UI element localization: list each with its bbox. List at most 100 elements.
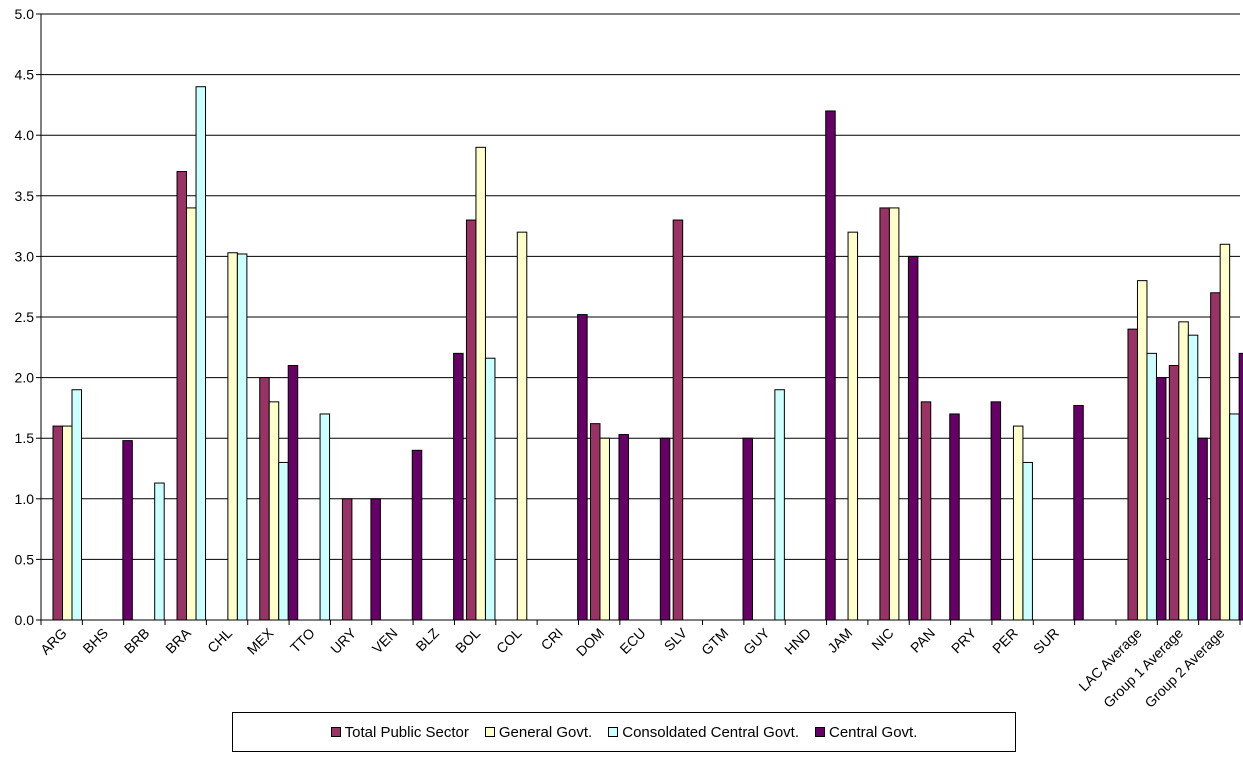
bar-consoldated-central-govt-tto: [319, 413, 331, 621]
bar-central-govt-gtm: [742, 437, 754, 621]
bar-total-public-sector-group-2-average: [1210, 292, 1221, 621]
y-tick-label: 5.0: [15, 6, 35, 22]
bar-central-govt-ven: [411, 449, 423, 621]
x-tick-label: HND: [781, 625, 814, 658]
bar-central-govt-dom: [618, 434, 629, 621]
legend-swatch-total-public-sector: [330, 727, 341, 737]
bar-central-govt-cri: [577, 314, 588, 621]
y-tick-label: 4.5: [15, 67, 35, 83]
x-tick-label: BRA: [162, 624, 194, 656]
x-tick-label: BHS: [79, 625, 111, 657]
legend-swatch-general-govt: [484, 727, 495, 737]
x-tick-label: VEN: [369, 625, 401, 657]
bar-general-govt-mex: [268, 401, 280, 621]
bar-central-govt-hnd: [825, 110, 836, 621]
legend-label: Consoldated Central Govt.: [622, 723, 799, 741]
bar-consoldated-central-govt-group-2-average: [1229, 413, 1240, 621]
axes: [40, 14, 1240, 621]
bar-central-govt-sur: [1073, 404, 1084, 621]
y-tick-label: 3.5: [15, 188, 35, 204]
x-tick-label: BRB: [121, 625, 153, 657]
bar-general-govt-bol: [475, 146, 486, 621]
x-tick-label: PAN: [907, 625, 938, 656]
bar-total-public-sector-dom: [589, 423, 601, 621]
bar-consoldated-central-govt-per: [1022, 461, 1033, 621]
x-tick-label: MEX: [244, 624, 277, 657]
bar-consoldated-central-govt-mex: [278, 461, 289, 621]
x-tick-label: DOM: [573, 625, 607, 659]
bar-consoldated-central-govt-bra: [195, 86, 207, 621]
legend-item-central-govt: Central Govt.: [815, 724, 917, 741]
x-tick-labels: ARG BHS BRB BRA CHL MEX TTO URY VEN BLZ BOL COL CRI D…: [37, 620, 1241, 710]
bar-general-govt-nic: [888, 207, 900, 621]
bar-central-govt-pry: [990, 401, 1002, 621]
bar-chart: 0.0 0.5 1.0 1.5 2.0 2.5 3.0 3.5 4.0 4.5 5.0 ARG BHS…: [15, 6, 1243, 710]
bar-consoldated-central-govt-chl: [236, 253, 248, 621]
bar-central-govt-ecu: [659, 437, 671, 621]
x-tick-label: CHL: [204, 625, 235, 656]
legend-label: General Govt.: [498, 723, 593, 741]
bar-general-govt-per: [1012, 425, 1024, 621]
bar-general-govt-dom: [599, 437, 610, 621]
bar-central-govt-pan: [949, 413, 960, 621]
bar-total-public-sector-bol: [465, 219, 477, 621]
x-tick-label: BOL: [452, 625, 483, 656]
bar-central-govt-nic: [907, 255, 919, 621]
bar-total-public-sector-pan: [920, 401, 932, 621]
legend: Total Public Sector General Govt. Consol…: [232, 712, 1016, 752]
y-tick-label: 1.0: [15, 491, 35, 507]
y-tick-label: 2.5: [15, 309, 35, 325]
gridlines: [36, 13, 1240, 621]
legend-item-general-govt: General Govt.: [484, 723, 593, 741]
y-tick-label: 3.0: [15, 248, 35, 264]
x-tick-label: JAM: [824, 625, 855, 656]
bar-central-govt-group-2-average: [1238, 352, 1243, 621]
legend-label: Central Govt.: [829, 723, 918, 741]
bar-consoldated-central-govt-lac-average: [1146, 352, 1157, 621]
y-tick-label: 1.5: [15, 430, 35, 446]
x-tick-label: COL: [493, 625, 525, 657]
bar-total-public-sector-nic: [879, 207, 890, 621]
bar-general-govt-lac-average: [1136, 280, 1148, 621]
bar-central-govt-ury: [370, 498, 381, 621]
bar-consoldated-central-govt-guy: [774, 389, 785, 621]
bar-total-public-sector-bra: [176, 171, 188, 621]
legend-label: Total Public Sector: [344, 723, 469, 741]
x-tick-label: PRY: [948, 624, 980, 656]
bar-total-public-sector-ury: [341, 498, 353, 621]
bar-total-public-sector-group-1-average: [1168, 364, 1180, 621]
bar-consoldated-central-govt-arg: [71, 389, 82, 621]
bar-general-govt-arg: [62, 425, 73, 621]
bar-central-govt-group-1-average: [1197, 437, 1208, 621]
y-tick-label: 0.5: [15, 551, 35, 567]
y-tick-labels: 0.0 0.5 1.0 1.5 2.0 2.5 3.0 3.5 4.0 4.5 5.0: [15, 6, 35, 628]
x-tick-label: GTM: [698, 625, 731, 658]
legend-swatch-central-govt: [815, 727, 825, 737]
bar-general-govt-group-2-average: [1219, 243, 1231, 621]
bar-total-public-sector-lac-average: [1127, 328, 1138, 621]
x-tick-label: BLZ: [412, 624, 442, 654]
bar-central-govt-mex: [287, 364, 299, 621]
x-tick-label: ECU: [616, 625, 648, 657]
x-tick-label: TTO: [287, 625, 318, 656]
bar-central-govt-bhs: [122, 440, 133, 621]
bar-central-govt-blz: [453, 352, 464, 621]
x-tick-label: URY: [327, 624, 360, 657]
x-tick-label: PER: [989, 625, 1021, 657]
bar-general-govt-group-1-average: [1178, 321, 1189, 621]
bar-general-govt-col: [516, 231, 528, 621]
bar-general-govt-bra: [186, 207, 197, 621]
legend-swatch-consolidated-central-govt: [608, 727, 619, 737]
x-tick-label: SUR: [1030, 625, 1062, 657]
x-tick-label: ARG: [37, 625, 70, 658]
legend-item-consolidated-central-govt: Consoldated Central Govt.: [608, 724, 799, 741]
y-tick-label: 0.0: [15, 612, 35, 628]
bar-central-govt-lac-average: [1155, 377, 1167, 621]
bar-consoldated-central-govt-bol: [484, 357, 496, 621]
bar-total-public-sector-arg: [52, 425, 63, 621]
y-tick-label: 4.0: [15, 127, 35, 143]
legend-item-total-public-sector: Total Public Sector: [330, 723, 469, 741]
y-tick-label: 2.0: [15, 370, 35, 386]
bars: [52, 86, 1243, 621]
bar-consoldated-central-govt-group-1-average: [1187, 334, 1199, 621]
